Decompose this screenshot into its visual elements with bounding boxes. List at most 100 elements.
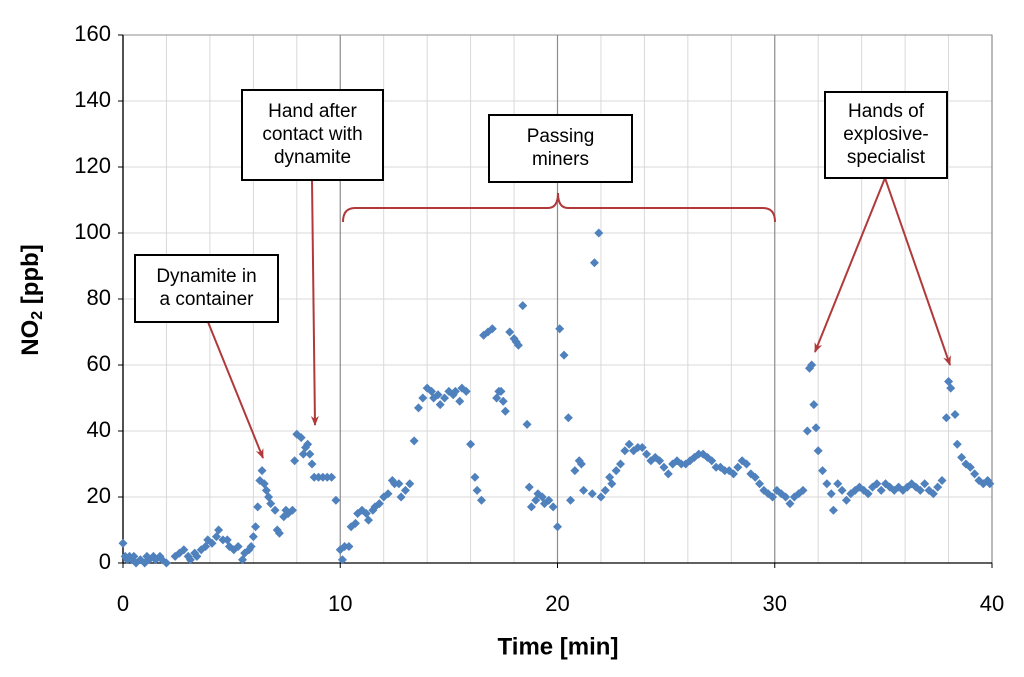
point xyxy=(296,433,306,443)
point xyxy=(659,462,669,472)
point xyxy=(841,495,851,505)
point xyxy=(518,301,528,311)
point xyxy=(553,522,562,532)
annotation-box xyxy=(824,91,948,179)
point xyxy=(496,386,506,396)
point xyxy=(876,485,886,495)
point xyxy=(818,466,828,476)
point xyxy=(970,469,980,479)
y-label-main: NO xyxy=(17,320,44,356)
point xyxy=(807,360,817,370)
point xyxy=(707,456,717,466)
point xyxy=(470,472,480,482)
x-tick-label: 10 xyxy=(328,591,352,616)
point xyxy=(472,485,482,495)
annotation-box xyxy=(241,89,384,181)
point xyxy=(396,492,406,502)
annotation-text: Hands of xyxy=(848,101,925,122)
point xyxy=(594,228,604,238)
point xyxy=(257,466,267,476)
point xyxy=(587,489,597,499)
y-tick-label: 120 xyxy=(74,153,111,178)
point xyxy=(400,485,410,495)
point xyxy=(952,439,962,449)
point xyxy=(246,542,256,551)
point xyxy=(555,324,565,334)
point xyxy=(544,495,554,505)
point xyxy=(350,518,360,528)
point xyxy=(522,419,532,429)
point xyxy=(624,439,634,449)
point xyxy=(941,413,951,423)
point xyxy=(576,459,586,469)
point xyxy=(637,443,647,452)
point xyxy=(394,479,404,489)
annotation-text: specialist xyxy=(847,147,926,168)
point xyxy=(487,324,497,334)
x-tick-label: 0 xyxy=(117,591,129,616)
point xyxy=(383,489,393,499)
point xyxy=(548,502,558,512)
point xyxy=(248,532,258,542)
point xyxy=(826,489,836,499)
point xyxy=(337,555,347,565)
y-tick-label: 60 xyxy=(87,351,111,376)
point xyxy=(524,482,534,492)
point xyxy=(274,528,284,538)
point xyxy=(179,545,189,555)
point xyxy=(928,489,938,499)
point xyxy=(750,472,760,482)
y-label-unit: [ppb] xyxy=(17,244,44,311)
point xyxy=(559,350,569,360)
point xyxy=(809,400,819,410)
point xyxy=(957,452,967,462)
x-axis-label: Time [min] xyxy=(498,633,619,660)
point xyxy=(498,396,508,406)
point xyxy=(513,340,523,350)
point xyxy=(118,538,128,548)
annotation-text: a container xyxy=(159,289,254,310)
annotation-arrow xyxy=(310,179,319,426)
bracket xyxy=(342,192,776,223)
point xyxy=(833,479,843,489)
point xyxy=(526,502,536,512)
point xyxy=(920,479,930,489)
point xyxy=(270,505,280,515)
x-tick-label: 30 xyxy=(763,591,787,616)
point xyxy=(266,499,276,509)
y-label-sub: 2 xyxy=(29,311,46,320)
point xyxy=(837,485,847,495)
point xyxy=(863,489,873,499)
y-tick-label: 100 xyxy=(74,219,111,244)
point xyxy=(785,499,795,509)
point xyxy=(303,439,313,449)
point xyxy=(344,542,354,551)
annotation-text: contact with xyxy=(262,124,362,145)
y-tick-label: 160 xyxy=(74,21,111,46)
point xyxy=(915,485,925,495)
point xyxy=(461,386,471,396)
point xyxy=(822,479,832,489)
point xyxy=(828,505,838,515)
point xyxy=(251,522,261,532)
annotation-text: Hand after xyxy=(268,101,357,122)
point xyxy=(374,499,384,509)
annotation-box xyxy=(488,114,633,183)
point xyxy=(965,462,975,472)
annotation-text: Passing xyxy=(527,126,595,147)
y-tick-label: 40 xyxy=(87,417,111,442)
point xyxy=(214,525,224,535)
y-tick-label: 0 xyxy=(99,549,111,574)
point xyxy=(798,485,808,495)
point xyxy=(253,502,263,512)
annotation-arrow xyxy=(207,321,264,459)
point xyxy=(663,469,673,479)
point xyxy=(433,390,443,400)
annotation-box xyxy=(134,254,279,323)
point xyxy=(161,558,171,568)
point xyxy=(620,446,630,456)
point xyxy=(563,413,573,423)
point xyxy=(405,479,415,489)
x-tick-label: 20 xyxy=(545,591,569,616)
point xyxy=(287,505,297,515)
